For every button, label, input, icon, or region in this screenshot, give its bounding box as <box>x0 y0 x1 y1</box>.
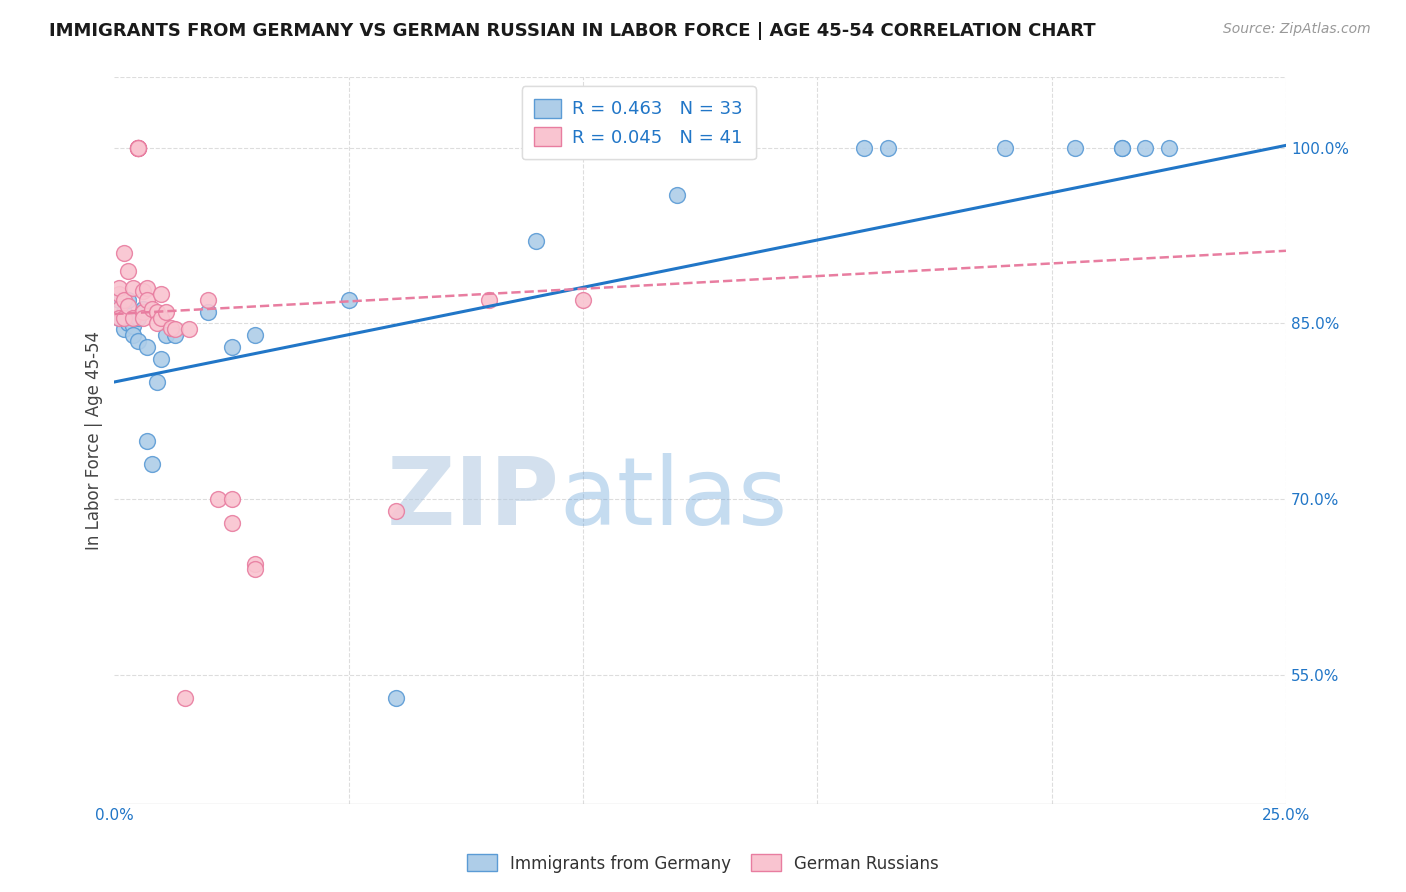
Point <box>150 287 173 301</box>
Point <box>165 322 187 336</box>
Point <box>665 187 688 202</box>
Point <box>136 340 159 354</box>
Point <box>108 310 131 325</box>
Text: Source: ZipAtlas.com: Source: ZipAtlas.com <box>1223 22 1371 37</box>
Point <box>221 340 243 354</box>
Point <box>141 457 163 471</box>
Point <box>136 293 159 307</box>
Point <box>131 302 153 317</box>
Point <box>384 504 406 518</box>
Point <box>337 293 360 307</box>
Point <box>853 141 876 155</box>
Point <box>150 351 173 366</box>
Point <box>127 141 149 155</box>
Point <box>136 434 159 448</box>
Text: atlas: atlas <box>560 452 787 545</box>
Point <box>524 235 547 249</box>
Point <box>122 281 145 295</box>
Point <box>221 516 243 530</box>
Point <box>112 246 135 260</box>
Point <box>876 141 898 155</box>
Point <box>127 141 149 155</box>
Legend: R = 0.463   N = 33, R = 0.045   N = 41: R = 0.463 N = 33, R = 0.045 N = 41 <box>522 87 755 160</box>
Point <box>1135 141 1157 155</box>
Y-axis label: In Labor Force | Age 45-54: In Labor Force | Age 45-54 <box>86 331 103 550</box>
Point <box>243 557 266 571</box>
Point <box>108 281 131 295</box>
Point <box>131 284 153 298</box>
Point <box>141 302 163 317</box>
Point <box>112 322 135 336</box>
Point <box>117 263 139 277</box>
Point <box>108 310 131 325</box>
Point <box>572 293 595 307</box>
Point <box>131 304 153 318</box>
Point <box>165 328 187 343</box>
Point <box>108 302 131 317</box>
Point <box>127 141 149 155</box>
Point <box>243 328 266 343</box>
Point <box>1064 141 1087 155</box>
Point <box>197 293 219 307</box>
Point <box>150 310 173 325</box>
Point <box>1157 141 1180 155</box>
Point <box>994 141 1017 155</box>
Point <box>159 321 181 335</box>
Point <box>127 310 149 325</box>
Point <box>197 304 219 318</box>
Point <box>136 281 159 295</box>
Point <box>384 691 406 706</box>
Point <box>108 287 131 301</box>
Point <box>1111 141 1133 155</box>
Point <box>122 318 145 333</box>
Point <box>478 293 501 307</box>
Point <box>112 304 135 318</box>
Point <box>179 322 201 336</box>
Point <box>131 310 153 325</box>
Point <box>112 310 135 325</box>
Point <box>243 562 266 576</box>
Point <box>117 299 139 313</box>
Point <box>173 691 195 706</box>
Point <box>155 304 177 318</box>
Point <box>108 293 131 307</box>
Point <box>117 293 139 307</box>
Point <box>122 310 145 325</box>
Point <box>1111 141 1133 155</box>
Point <box>145 304 167 318</box>
Point <box>155 328 177 343</box>
Point <box>127 334 149 348</box>
Point <box>145 375 167 389</box>
Point <box>127 141 149 155</box>
Point <box>127 141 149 155</box>
Legend: Immigrants from Germany, German Russians: Immigrants from Germany, German Russians <box>460 847 946 880</box>
Point <box>145 317 167 331</box>
Text: IMMIGRANTS FROM GERMANY VS GERMAN RUSSIAN IN LABOR FORCE | AGE 45-54 CORRELATION: IMMIGRANTS FROM GERMANY VS GERMAN RUSSIA… <box>49 22 1095 40</box>
Point <box>127 141 149 155</box>
Point <box>122 328 145 343</box>
Point <box>207 492 229 507</box>
Point <box>221 492 243 507</box>
Text: ZIP: ZIP <box>387 452 560 545</box>
Point <box>117 317 139 331</box>
Point <box>112 293 135 307</box>
